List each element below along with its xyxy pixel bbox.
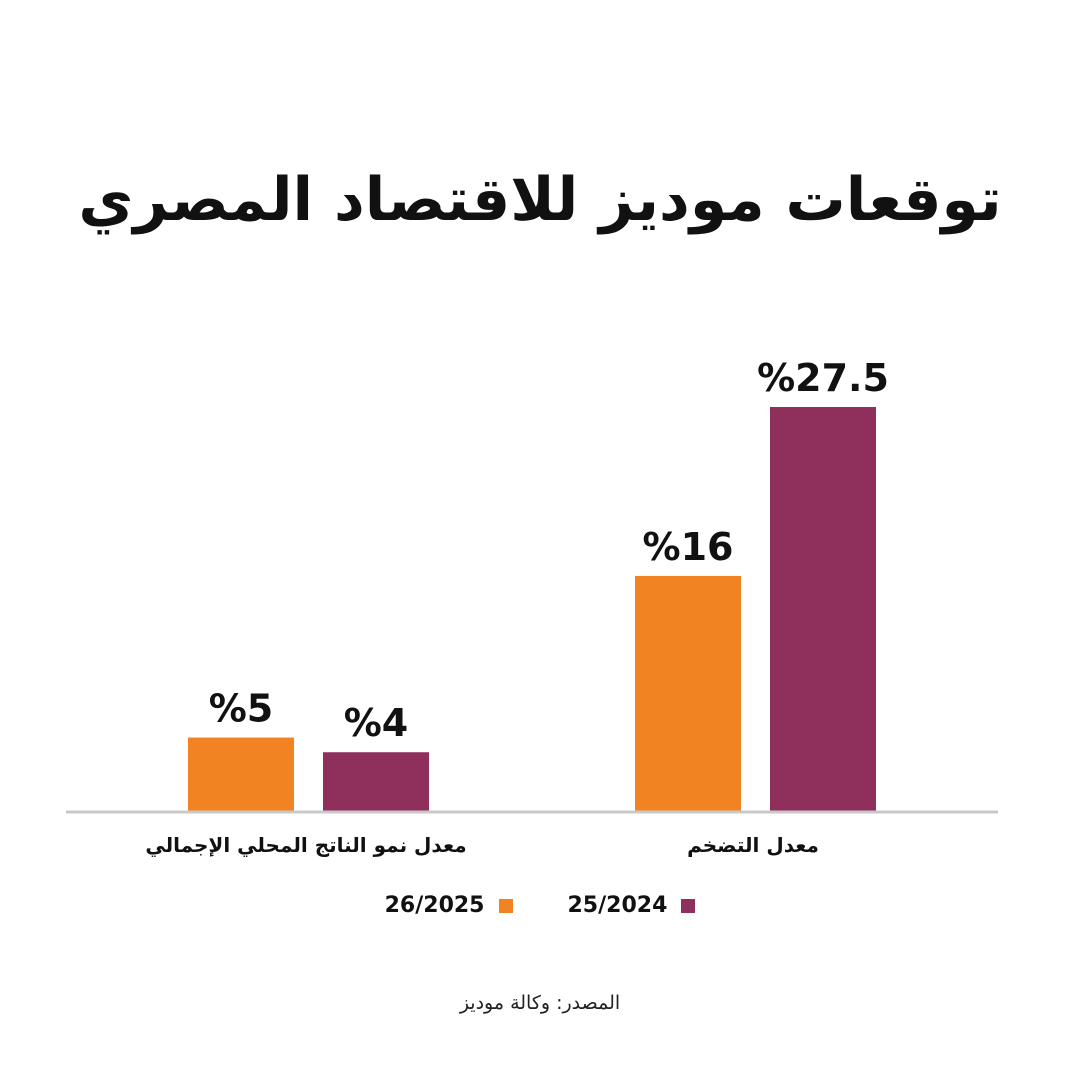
bars-layer	[188, 407, 876, 811]
value-label-25-2024-cat1: %4	[344, 701, 409, 745]
value-label-25-2024-cat0: %27.5	[757, 356, 889, 400]
value-label-26-2025-cat0: %16	[643, 525, 734, 569]
legend: 25/2024 26/2025	[0, 893, 1080, 918]
legend-label-2025: 26/2025	[384, 893, 485, 918]
category-label-1: معدل نمو الناتج المحلي الإجمالي	[145, 833, 466, 858]
legend-swatch-2024	[681, 898, 696, 913]
source-note: المصدر: وكالة موديز	[459, 992, 621, 1014]
value-label-26-2025-cat1: %5	[209, 687, 274, 731]
category-labels-layer: معدل التضخم معدل نمو الناتج المحلي الإجما…	[145, 833, 819, 858]
value-labels-layer: %27.5 %16 %4 %5	[209, 356, 889, 745]
bar-25-2024-cat1	[323, 752, 429, 811]
bar-26-2025-cat1	[188, 737, 294, 811]
bar-25-2024-cat0	[770, 407, 876, 811]
legend-item-2025: 26/2025	[385, 893, 513, 918]
legend-label-2024: 25/2024	[567, 893, 668, 918]
bar-26-2025-cat0	[635, 575, 741, 811]
legend-swatch-2025	[498, 898, 513, 913]
legend-item-2024: 25/2024	[568, 893, 696, 918]
chart-title: توقعات موديز للاقتصاد المصري	[78, 165, 1002, 235]
category-label-0: معدل التضخم	[687, 833, 819, 857]
